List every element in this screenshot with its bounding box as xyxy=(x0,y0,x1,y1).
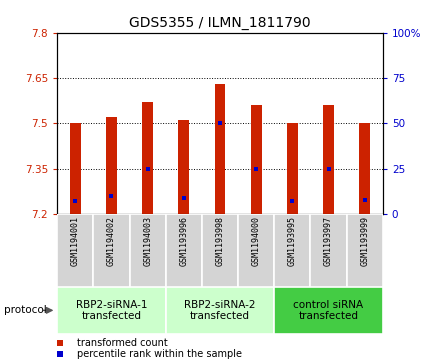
Bar xyxy=(166,287,274,334)
Bar xyxy=(142,102,153,214)
Bar xyxy=(70,123,81,214)
Bar xyxy=(178,121,189,214)
Text: GSM1194000: GSM1194000 xyxy=(252,216,260,266)
Bar xyxy=(251,105,262,214)
Bar xyxy=(57,214,93,287)
Text: GSM1194003: GSM1194003 xyxy=(143,216,152,266)
Text: GSM1193998: GSM1193998 xyxy=(216,216,224,266)
Bar xyxy=(274,214,311,287)
Bar xyxy=(166,214,202,287)
Bar xyxy=(311,214,347,287)
Text: GSM1194001: GSM1194001 xyxy=(71,216,80,266)
Text: GSM1193995: GSM1193995 xyxy=(288,216,297,266)
Text: RBP2-siRNA-1
transfected: RBP2-siRNA-1 transfected xyxy=(76,299,147,321)
Bar xyxy=(57,287,166,334)
Bar xyxy=(359,123,370,214)
Text: transformed count: transformed count xyxy=(77,338,168,348)
Title: GDS5355 / ILMN_1811790: GDS5355 / ILMN_1811790 xyxy=(129,16,311,30)
Text: RBP2-siRNA-2
transfected: RBP2-siRNA-2 transfected xyxy=(184,299,256,321)
Bar xyxy=(129,214,166,287)
Bar xyxy=(202,214,238,287)
Bar xyxy=(287,123,298,214)
Text: GSM1193996: GSM1193996 xyxy=(180,216,188,266)
Text: GSM1193997: GSM1193997 xyxy=(324,216,333,266)
Text: percentile rank within the sample: percentile rank within the sample xyxy=(77,349,242,359)
Text: control siRNA
transfected: control siRNA transfected xyxy=(293,299,363,321)
Text: GSM1193999: GSM1193999 xyxy=(360,216,369,266)
Bar xyxy=(274,287,383,334)
Bar xyxy=(106,117,117,214)
Bar xyxy=(347,214,383,287)
Text: GSM1194002: GSM1194002 xyxy=(107,216,116,266)
Bar xyxy=(215,84,225,214)
Bar xyxy=(238,214,274,287)
Bar xyxy=(323,105,334,214)
Bar xyxy=(93,214,129,287)
Text: protocol: protocol xyxy=(4,305,47,315)
